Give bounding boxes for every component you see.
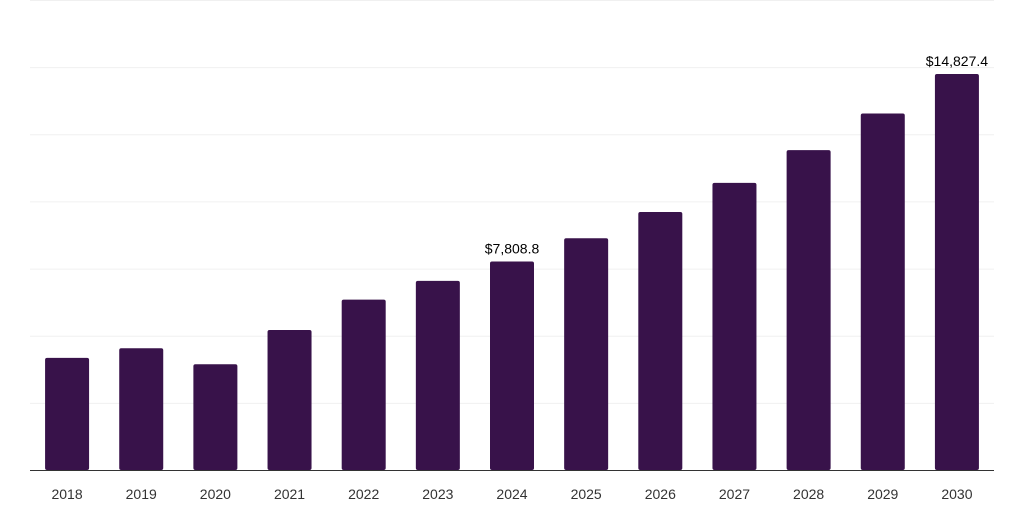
bar-2024 [490,261,534,470]
x-tick-label: 2020 [200,486,231,502]
x-tick-label: 2024 [496,486,527,502]
bar-2028 [786,150,831,471]
x-tick-label: 2029 [867,486,898,502]
x-tick-label: 2030 [941,486,972,502]
x-tick-label: 2028 [793,486,824,502]
bar-2020 [193,364,238,470]
x-tick-label: 2022 [348,486,379,502]
bar-2029 [860,113,905,470]
bar-2019 [119,348,164,470]
bar-2023 [415,280,460,470]
x-tick-label: 2027 [719,486,750,502]
data-label: $14,827.4 [926,53,988,69]
x-tick-label: 2025 [571,486,602,502]
bar-2030 [934,74,979,471]
data-label: $7,808.8 [485,240,540,256]
data-labels: $7,808.8 $14,827.4 [485,53,989,256]
bar-2026 [638,212,683,470]
x-axis-ticks: 2018 2019 2020 2021 2022 2023 2024 2025 2026 2027… [51,486,972,502]
x-tick-label: 2019 [126,486,157,502]
x-tick-label: 2026 [645,486,676,502]
bar-2022 [341,299,386,470]
bar-2027 [712,182,757,470]
x-tick-label: 2023 [422,486,453,502]
bars [45,74,979,471]
x-tick-label: 2018 [51,486,82,502]
bar-2025 [564,238,609,470]
bar-2018 [45,357,90,470]
bar-2021 [267,330,312,470]
x-tick-label: 2021 [274,486,305,502]
